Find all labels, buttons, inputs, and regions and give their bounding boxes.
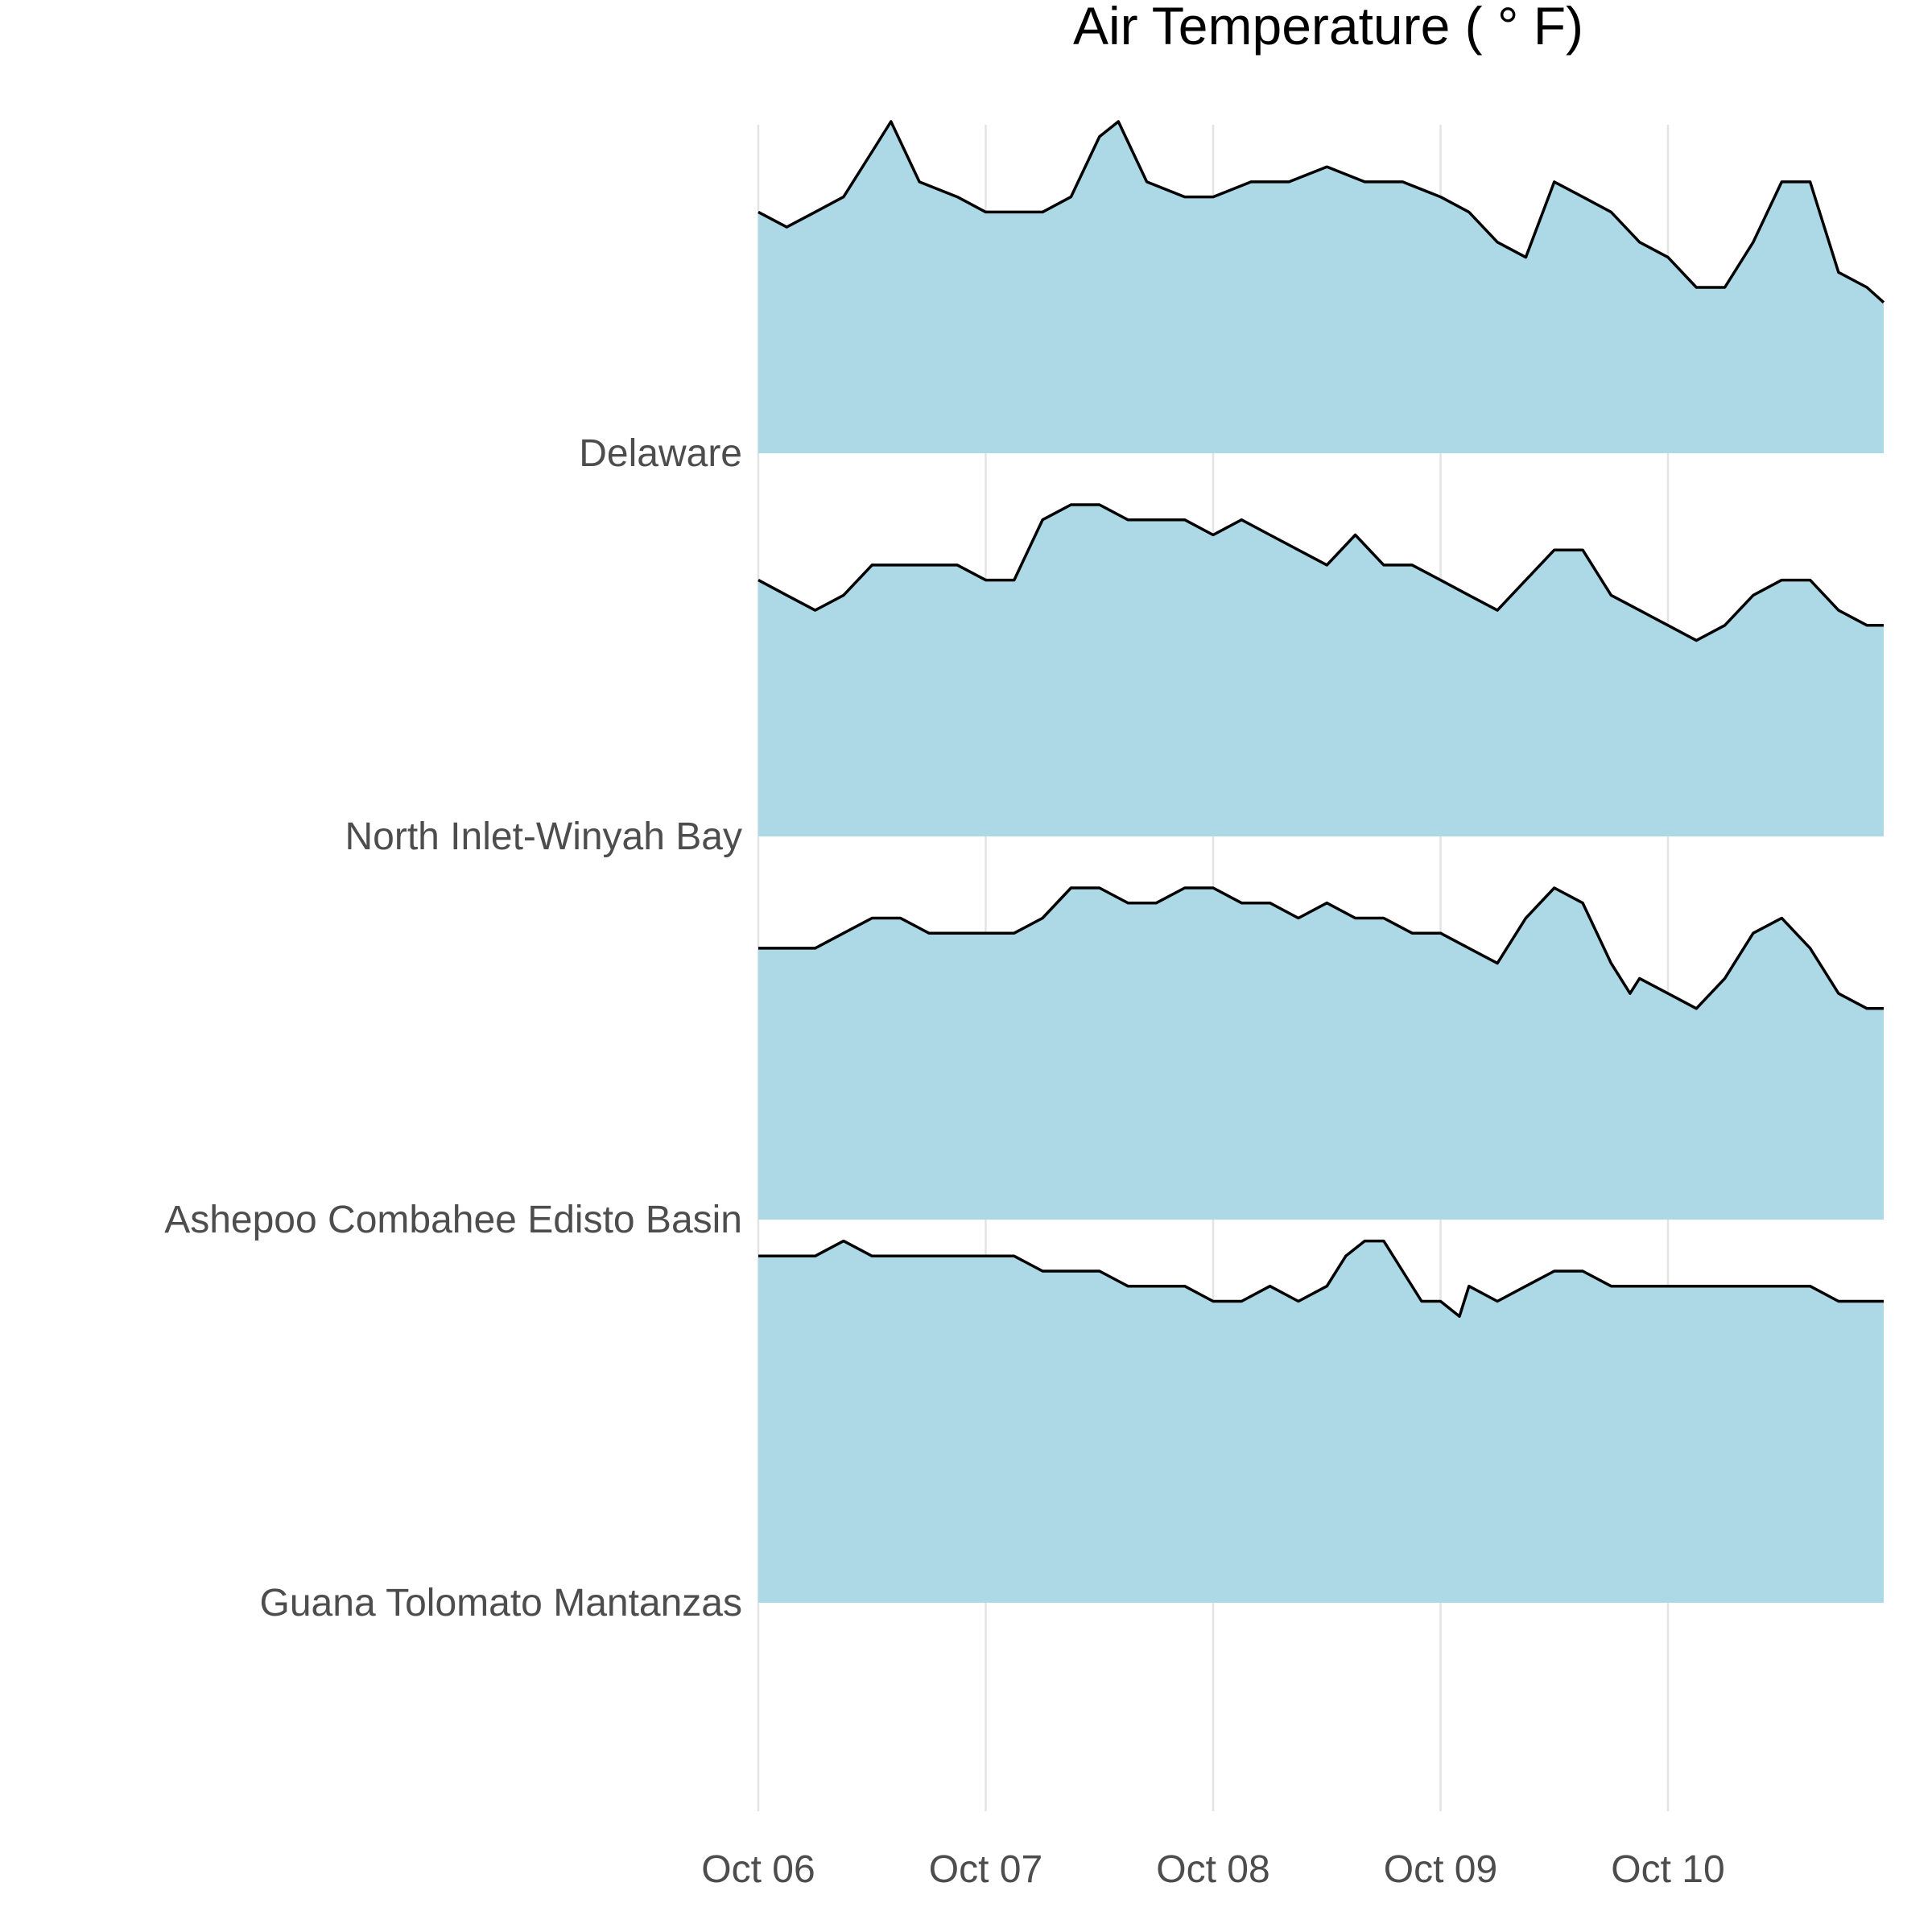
ridge-line xyxy=(758,503,1884,642)
ridges xyxy=(758,120,1885,1603)
chart-title: Air Temperature ( ° F) xyxy=(1073,0,1583,56)
y-category-label: North Inlet-Winyah Bay xyxy=(345,815,742,858)
ridge-series xyxy=(758,1239,1884,1603)
ridge-area xyxy=(758,122,1884,453)
x-tick-label: Oct 09 xyxy=(1384,1848,1497,1891)
ridge-area xyxy=(758,1241,1884,1603)
ridge-series xyxy=(758,886,1884,1220)
axis-labels: Oct 06 Oct 07 Oct 08 Oct 09 Oct 10 Delaware No… xyxy=(164,432,1725,1891)
ridge-line xyxy=(758,1239,1884,1318)
x-tick-label: Oct 06 xyxy=(701,1848,815,1891)
x-tick-label: Oct 08 xyxy=(1156,1848,1269,1891)
x-tick-label: Oct 07 xyxy=(929,1848,1042,1891)
ridge-line xyxy=(758,120,1885,304)
ridge-line xyxy=(758,886,1884,1010)
ridge-area xyxy=(758,888,1884,1220)
y-category-label: Guana Tolomato Mantanzas xyxy=(260,1582,742,1624)
y-category-label: Delaware xyxy=(579,432,742,475)
y-category-label: Ashepoo Combahee Edisto Basin xyxy=(164,1199,742,1241)
ridge-area xyxy=(758,505,1884,836)
ridge-series xyxy=(758,503,1884,836)
x-tick-label: Oct 10 xyxy=(1611,1848,1724,1891)
ridge-series xyxy=(758,120,1885,453)
